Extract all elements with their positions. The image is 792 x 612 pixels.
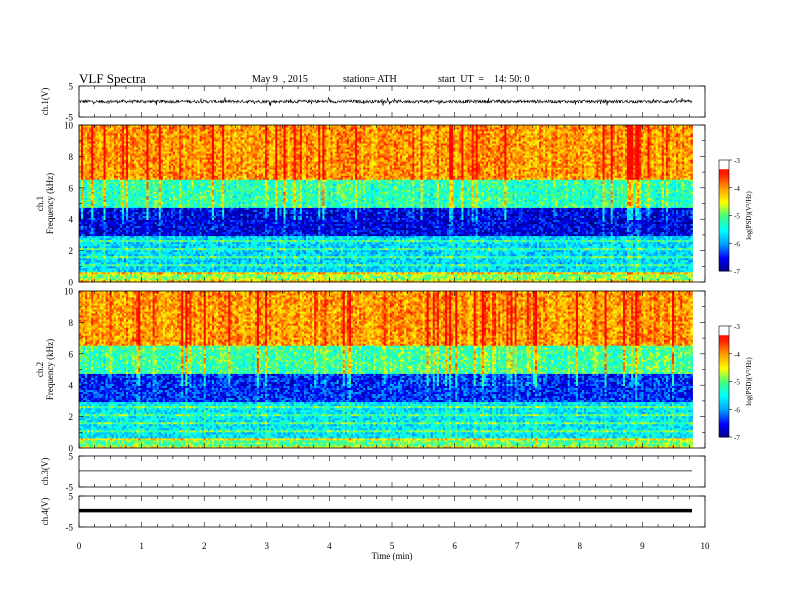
ch2-spectrogram-ytick-label: 4 [69, 381, 74, 391]
ch1-spectrogram-ylabel: ch.1 [35, 196, 45, 211]
ch2-spectrogram-colorbar-label: log(PSD)(V²/Hz) [745, 357, 753, 406]
ch3-waveform-ylabel: ch.3(V) [40, 458, 50, 486]
ch1-spectrogram-colorbar-tick-label: -6 [734, 240, 740, 248]
ch1-waveform-line [79, 97, 692, 106]
ch4-waveform-ylabel: ch.4(V) [40, 498, 50, 526]
ch1-waveform-series [79, 97, 692, 106]
ch2-spectrogram-ytick-label: 8 [69, 318, 74, 328]
ch2-spectrogram-colorbar-tick-label: -5 [734, 379, 740, 387]
x-tick-label: 7 [515, 541, 520, 551]
ch1-spectrogram-colorbar-tick-label: -5 [734, 213, 740, 221]
ch3-waveform-ytick-label: 5 [69, 452, 74, 462]
x-axis-label: Time (min) [372, 551, 413, 561]
ch2-spectrogram-ytick-label: 6 [69, 349, 74, 359]
ch2-spectrogram-ylabel: ch.2 [35, 362, 45, 377]
x-tick-label: 6 [452, 541, 457, 551]
ch1-waveform-panel: 5-5ch.1(V) [40, 82, 705, 123]
ch1-spectrogram-ytick-label: 4 [69, 215, 74, 225]
ch1-spectrogram-colorbar-label: log(PSD)(V²/Hz) [745, 191, 753, 240]
ch2-spectrogram-heatmap [79, 291, 693, 448]
x-tick-label: 2 [202, 541, 207, 551]
ch1-spectrogram-heatmap [79, 125, 693, 282]
ch1-spectrogram-colorbar-tick-label: -7 [734, 268, 740, 276]
ch2-spectrogram-colorbar: -3 -4 -5 -6 -7 log(PSD)(V²/Hz) [719, 323, 753, 442]
ch2-spectrogram-ytick-label: 2 [69, 412, 74, 422]
ch1-spectrogram-colorbar-tick-label: -4 [734, 185, 740, 193]
ch4-waveform-panel: 5 -5 ch.4(V) [40, 492, 705, 533]
ch1-spectrogram-ytick-label: 2 [69, 246, 74, 256]
ch1-spectrogram-colorbar: -3 -4 -5 -6 -7 log(PSD)(V²/Hz) [719, 157, 753, 276]
ch3-waveform-panel: 5-5ch.3(V) [40, 452, 705, 493]
ch2-spectrogram-ylabel: Frequency (kHz) [45, 339, 55, 400]
x-tick-label: 0 [77, 541, 82, 551]
x-tick-label: 5 [390, 541, 395, 551]
figure-svg: 5 -5 ch.1(V) -3 -4 -5 -6 -7 log(PSD)(V²/Hz) 0 2 4 6 8… [0, 0, 792, 612]
x-tick-label: 3 [265, 541, 270, 551]
ch2-spectrogram-colorbar-tick-label: -4 [734, 351, 740, 359]
ch1-spectrogram-ytick-label: 10 [64, 121, 74, 131]
ch2-spectrogram-colorbar-tick-label: -7 [734, 434, 740, 442]
x-tick-label: 9 [640, 541, 645, 551]
x-tick-label: 4 [327, 541, 332, 551]
ch1-waveform-ylabel: ch.1(V) [40, 88, 50, 116]
vlf-spectra-figure: VLF Spectra May 9 , 2015 station= ATH st… [0, 0, 792, 612]
x-tick-label: 10 [701, 541, 711, 551]
ch1-spectrogram-ytick-label: 8 [69, 152, 74, 162]
ch4-waveform-ytick-label: -5 [66, 523, 74, 533]
x-axis: 0 1 2 3 4 5 6 7 8 9 10 Time (min) [77, 541, 710, 561]
ch2-spectrogram-colorbar-tick-label: -6 [734, 406, 740, 414]
ch2-spectrogram-colorbar-tick-label: -3 [734, 323, 740, 331]
ch1-spectrogram-ytick-label: 6 [69, 183, 74, 193]
x-tick-label: 1 [139, 541, 144, 551]
x-tick-label: 8 [578, 541, 583, 551]
ch4-waveform-ytick-label: 5 [69, 492, 74, 502]
ch2-spectrogram-ytick-label: 10 [64, 287, 74, 297]
ch1-spectrogram-colorbar-tick-label: -3 [734, 157, 740, 165]
ch1-spectrogram-ylabel: Frequency (kHz) [45, 173, 55, 234]
ch1-waveform-ytick-label: 5 [69, 82, 74, 92]
